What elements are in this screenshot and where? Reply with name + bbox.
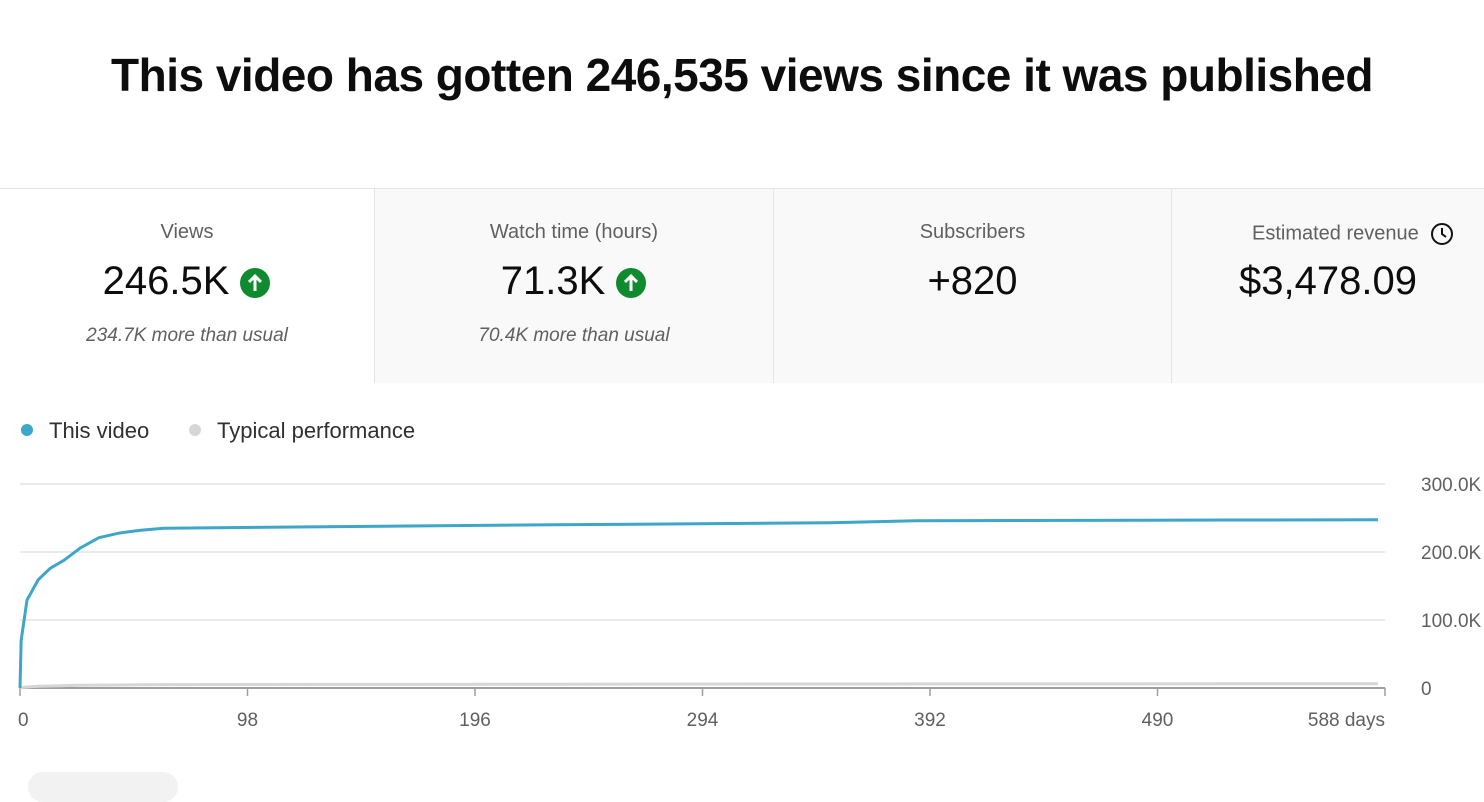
up-icon	[616, 268, 647, 299]
metric-label: Subscribers	[919, 221, 1026, 243]
metric-label: Estimated revenue	[1252, 222, 1419, 245]
metric-note: 234.7K more than usual	[86, 325, 288, 346]
metric-value: +820	[927, 259, 1018, 303]
metric-note: 70.4K more than usual	[478, 325, 670, 346]
y-tick-label: 200.0K	[1421, 543, 1482, 564]
x-tick-label: 294	[687, 710, 719, 731]
y-tick-label: 100.0K	[1421, 611, 1482, 632]
up-icon	[240, 268, 271, 299]
legend-label: This video	[49, 418, 149, 443]
series-line	[18, 518, 1379, 689]
metric-value: 246.5K	[102, 259, 230, 303]
metric-card[interactable]: Watch time (hours) 71.3K 70.4K more than…	[374, 189, 773, 383]
page: This video has gotten 246,535 views sinc…	[0, 49, 1484, 802]
legend-dot	[189, 424, 201, 436]
legend-dot	[21, 424, 33, 436]
y-tick-label: 300.0K	[1421, 475, 1482, 496]
series-line	[19, 682, 1379, 690]
metric-cards: Views 246.5K 234.7K more than usual Watc…	[0, 188, 1484, 383]
metric-value-row: 71.3K	[375, 259, 773, 304]
page-title: This video has gotten 246,535 views sinc…	[111, 49, 1374, 101]
metric-label: Watch time (hours)	[489, 221, 659, 243]
metric-card[interactable]: Views 246.5K 234.7K more than usual	[0, 189, 374, 383]
metric-card[interactable]: Subscribers +820	[773, 189, 1171, 383]
clock-icon	[1430, 223, 1453, 245]
metric-value: $3,478.09	[1239, 259, 1417, 303]
x-tick-label: 392	[914, 710, 946, 731]
x-tick-label: 196	[459, 710, 491, 731]
x-tick-label: 490	[1142, 710, 1174, 731]
chart: This video Typical performance 0 100.0K 200.…	[18, 418, 1482, 731]
metric-value: 71.3K	[500, 259, 606, 303]
x-tick-label: 588 days	[1308, 710, 1385, 731]
legend-label: Typical performance	[217, 418, 415, 443]
metric-label: Views	[160, 221, 214, 243]
metric-value-row: 246.5K	[0, 259, 374, 304]
metric-card[interactable]: Estimated revenue $3,478.09	[1171, 189, 1484, 383]
x-tick-label: 98	[237, 710, 258, 731]
x-tick-label: 0	[18, 710, 29, 731]
pill-button[interactable]	[28, 772, 178, 802]
y-tick-label: 0	[1421, 679, 1432, 700]
metric-label-row: Estimated revenue	[1252, 221, 1484, 247]
